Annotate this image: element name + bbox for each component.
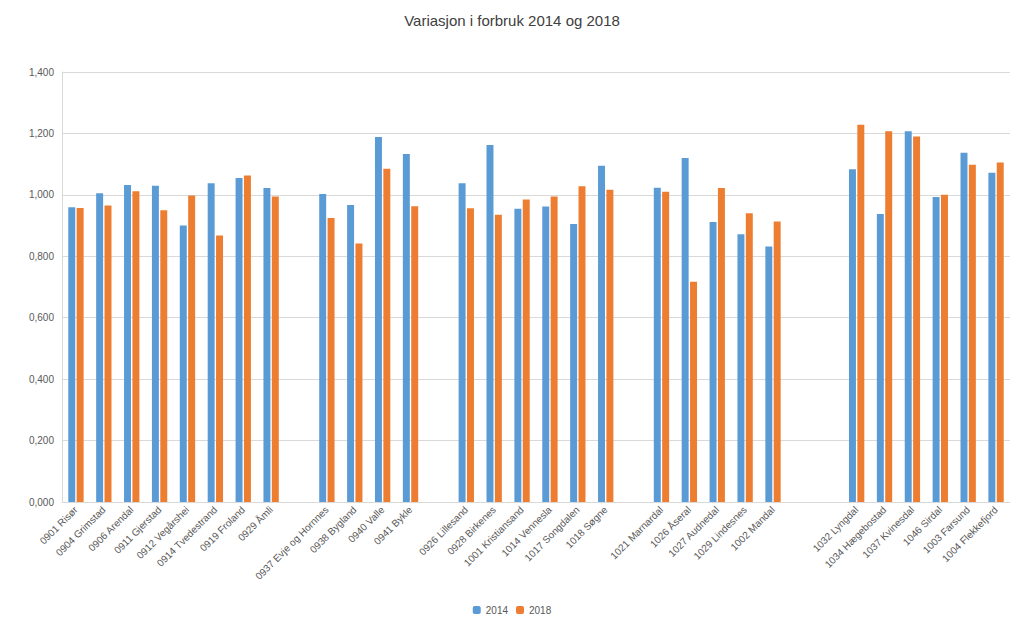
svg-text:0,000: 0,000 <box>29 497 54 508</box>
svg-text:1029 Lindesnes: 1029 Lindesnes <box>691 504 749 562</box>
svg-text:0926 Lillesand: 0926 Lillesand <box>417 504 470 557</box>
svg-text:2014: 2014 <box>486 605 509 616</box>
svg-text:0912 Vegårshei: 0912 Vegårshei <box>134 504 192 561</box>
svg-text:1026 Åseral: 1026 Åseral <box>647 504 694 550</box>
svg-text:0906 Arendal: 0906 Arendal <box>86 504 136 554</box>
svg-text:1004 Flekkefjord: 1004 Flekkefjord <box>940 504 1000 564</box>
svg-text:0928 Birkenes: 0928 Birkenes <box>445 504 498 557</box>
svg-text:1,200: 1,200 <box>29 128 54 139</box>
svg-text:0941 Bykle: 0941 Bykle <box>372 504 415 547</box>
svg-text:0,800: 0,800 <box>29 251 54 262</box>
svg-text:2018: 2018 <box>529 605 552 616</box>
svg-text:1003 Farsund: 1003 Farsund <box>921 504 972 555</box>
svg-text:1014 Vennesla: 1014 Vennesla <box>499 504 554 559</box>
svg-text:Variasjon i forbruk 2014 og 20: Variasjon i forbruk 2014 og 2018 <box>404 12 620 29</box>
svg-text:0911 Gjerstad: 0911 Gjerstad <box>112 504 164 556</box>
svg-text:1037 Kvinesdal: 1037 Kvinesdal <box>860 504 917 561</box>
svg-text:0,400: 0,400 <box>29 374 54 385</box>
svg-text:1,000: 1,000 <box>29 189 54 200</box>
svg-text:0,600: 0,600 <box>29 312 54 323</box>
svg-text:1002 Mandal: 1002 Mandal <box>728 504 777 553</box>
svg-text:0938 Bygland: 0938 Bygland <box>308 504 359 555</box>
svg-text:1001 Kristiansand: 1001 Kristiansand <box>461 504 526 569</box>
svg-text:0940 Valle: 0940 Valle <box>345 504 387 545</box>
svg-text:0929 Åmli: 0929 Åmli <box>235 503 275 543</box>
svg-text:1018 Søgne: 1018 Søgne <box>563 504 610 551</box>
svg-text:1021 Marnardal: 1021 Marnardal <box>608 504 666 562</box>
svg-text:0914 Tvedestrand: 0914 Tvedestrand <box>154 504 220 569</box>
svg-text:0937 Evje og Hornnes: 0937 Evje og Hornnes <box>253 504 331 582</box>
svg-text:1027 Audnedal: 1027 Audnedal <box>666 504 722 559</box>
svg-text:1046 Sirdal: 1046 Sirdal <box>900 504 945 548</box>
svg-text:0901 Risør: 0901 Risør <box>37 504 80 547</box>
svg-text:0919 Froland: 0919 Froland <box>198 504 247 553</box>
svg-text:1032 Lyngdal: 1032 Lyngdal <box>810 504 861 554</box>
svg-text:0904 Grimstad: 0904 Grimstad <box>53 504 108 559</box>
svg-text:0,200: 0,200 <box>29 435 54 446</box>
svg-text:1017 Songdalen: 1017 Songdalen <box>522 504 582 564</box>
svg-text:1034 Hægebostad: 1034 Hægebostad <box>822 504 889 570</box>
svg-text:1,400: 1,400 <box>29 67 54 78</box>
